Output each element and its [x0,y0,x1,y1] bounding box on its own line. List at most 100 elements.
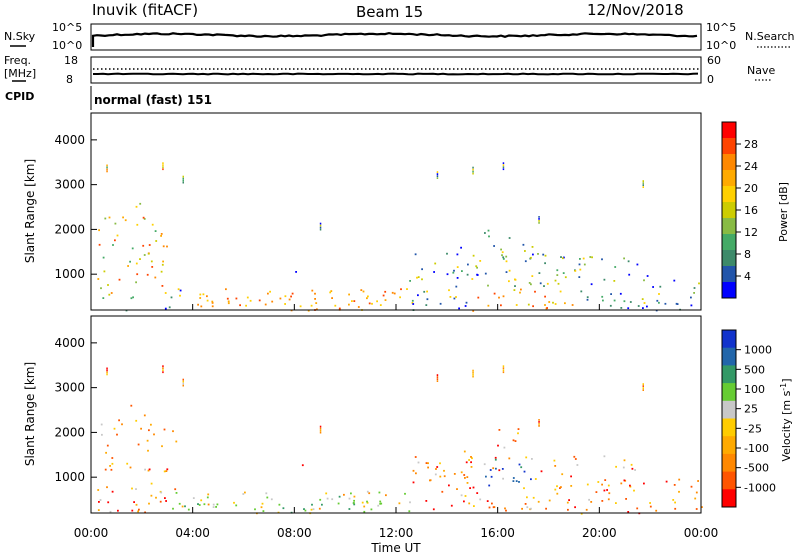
echo-cell [441,490,444,493]
echo-cell [370,508,373,511]
echo-cell [211,305,214,308]
echo-cell [538,216,540,218]
echo-cell [129,260,131,263]
echo-cell [543,285,545,287]
echo-cell [472,254,475,257]
echo-cell [658,293,660,295]
echo-cell [399,296,401,299]
echo-cell [434,262,437,265]
echo-cell [602,299,604,302]
echo-cell [570,475,572,478]
echo-cell [613,299,616,302]
echo-cell [630,463,633,466]
echo-cell [363,510,366,513]
velocity-heatmap-data [97,365,703,515]
echo-cell [182,175,184,178]
echo-cell [179,294,181,297]
echo-cell [148,502,150,505]
freq-label: Freq. [4,54,31,67]
echo-cell [135,488,137,490]
echo-cell [433,271,435,273]
echo-cell [408,510,411,513]
echo-cell [523,487,525,490]
echo-cell [226,297,229,300]
echo-cell [104,468,107,471]
echo-cell [184,505,186,508]
echo-cell [525,456,528,459]
echo-cell [500,304,502,307]
echo-cell [135,205,138,208]
echo-cell [161,285,164,287]
echo-cell [126,462,129,465]
echo-cell [432,508,435,511]
echo-cell [643,279,645,282]
echo-cell [629,484,631,487]
echo-cell [544,295,546,298]
echo-cell [110,468,113,471]
echo-cell [463,474,466,476]
sky-panel: N.Sky 10^5 10^0 10^5 10^0 N.Search [4,21,795,52]
echo-cell [331,498,334,501]
echo-cell [583,263,586,266]
nave-tick-top: 60 [707,54,721,67]
echo-cell [235,504,238,507]
echo-cell [470,466,473,468]
echo-cell [439,475,442,478]
echo-cell [162,166,164,169]
echo-cell [472,310,475,312]
echo-cell [502,365,505,368]
echo-cell [109,465,111,467]
echo-cell [453,297,456,300]
echo-cell [148,429,150,432]
echo-cell [261,502,264,505]
echo-cell [458,307,460,310]
echo-cell [312,508,315,511]
echo-cell [106,367,108,370]
echo-cell [505,509,507,512]
echo-cell [690,304,693,307]
echo-cell [492,506,495,509]
colorbar-tick-label: 16 [744,204,758,217]
echo-cell [269,290,271,293]
echo-cell [470,461,472,464]
echo-cell [102,256,105,259]
echo-cell [476,266,478,269]
echo-cell [159,500,162,503]
echo-cell [143,254,146,256]
echo-cell [534,478,537,480]
echo-cell [556,485,558,488]
echo-cell [530,283,532,286]
x-tick-label: 20:00 [582,526,617,540]
y-tick-label: 4000 [54,336,85,350]
echo-cell [556,274,559,276]
echo-cell [100,287,102,290]
colorbar-tick-label: 24 [744,160,758,173]
echo-cell [460,246,462,249]
echo-cell [642,389,644,391]
nave-tick-bottom: 0 [707,73,714,86]
echo-cell [452,271,455,274]
echo-cell [353,495,356,498]
echo-cell [498,469,501,472]
echo-cell [192,497,195,499]
echo-cell [271,300,274,303]
echo-cell [147,252,150,255]
echo-cell [398,502,401,505]
echo-cell [130,297,133,300]
echo-cell [578,276,581,278]
station-title: Inuvik (fitACF) [92,1,198,19]
echo-cell [502,477,504,480]
echo-cell [559,487,561,489]
colorbar-segment [722,218,736,235]
echo-cell [537,253,539,255]
echo-cell [206,295,208,298]
echo-cell [580,290,583,293]
echo-cell [468,459,470,461]
echo-cell [102,297,105,299]
colorbar-segment [722,186,736,203]
echo-cell [512,477,515,479]
colorbar-tick-label: 12 [744,226,758,239]
echo-cell [242,493,245,495]
echo-cell [233,501,235,504]
echo-cell [607,498,610,501]
